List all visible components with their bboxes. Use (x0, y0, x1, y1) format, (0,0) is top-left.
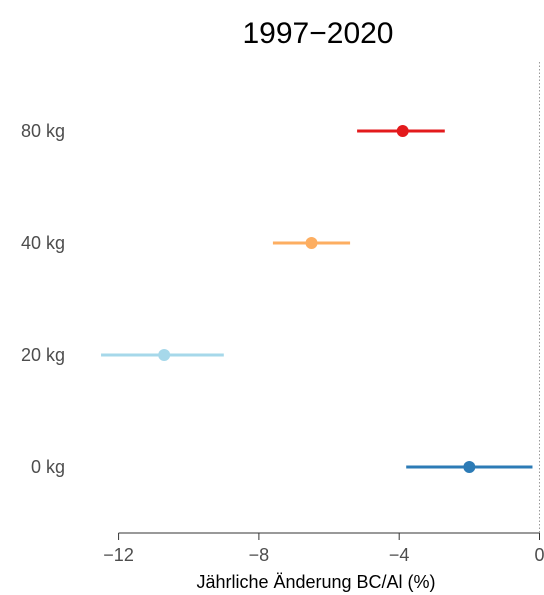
x-tick-label: −4 (389, 545, 410, 565)
y-category-label: 40 kg (21, 233, 65, 253)
x-axis-title: Jährliche Änderung BC/Al (%) (196, 572, 435, 592)
chart-title: 1997−2020 (243, 17, 394, 50)
point-estimate (463, 461, 476, 473)
x-tick-label: −12 (103, 545, 134, 565)
point-estimate (158, 349, 171, 361)
plot-area: −12 −8 −4 0 80 kg 40 kg 20 kg 0 kg (21, 62, 544, 565)
y-category-label: 0 kg (31, 457, 65, 477)
y-category-label: 20 kg (21, 345, 65, 365)
x-tick-label: 0 (534, 545, 544, 565)
y-category-label: 80 kg (21, 121, 65, 141)
point-estimate (305, 237, 318, 249)
point-estimate (396, 125, 409, 137)
x-tick-label: −8 (249, 545, 270, 565)
